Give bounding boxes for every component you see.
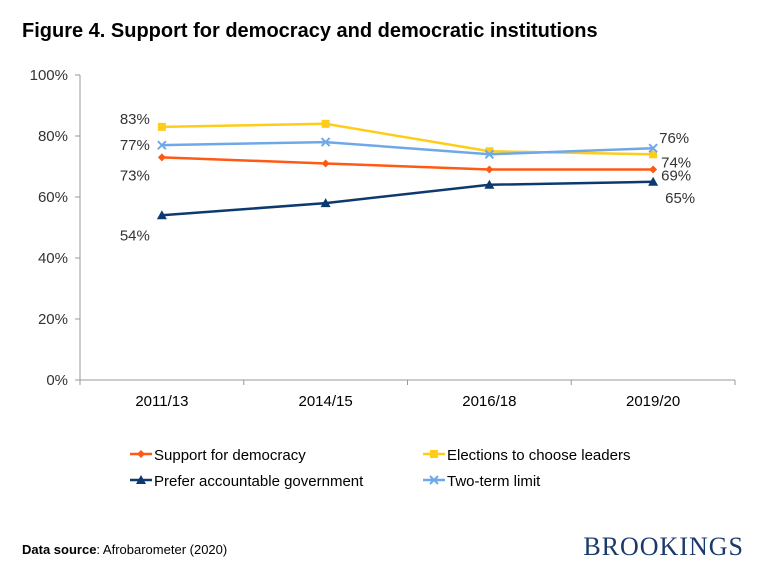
y-tick-label: 60% bbox=[38, 189, 68, 206]
legend-label: Prefer accountable government bbox=[154, 473, 364, 490]
legend-marker bbox=[136, 475, 146, 484]
x-tick-label: 2011/13 bbox=[135, 393, 188, 410]
data-label: 54% bbox=[120, 227, 150, 244]
data-label: 65% bbox=[665, 190, 695, 207]
legend-label: Elections to choose leaders bbox=[447, 447, 630, 464]
data-point bbox=[321, 119, 330, 128]
legend-marker bbox=[429, 475, 439, 485]
data-point bbox=[649, 150, 658, 159]
data-point bbox=[649, 165, 658, 174]
data-label: 74% bbox=[661, 154, 691, 171]
data-point bbox=[484, 179, 495, 189]
data-point bbox=[485, 165, 494, 174]
y-tick-label: 20% bbox=[38, 311, 68, 328]
data-point bbox=[484, 149, 495, 160]
data-label: 73% bbox=[120, 167, 150, 184]
data-point bbox=[156, 210, 167, 220]
legend-marker bbox=[430, 450, 438, 458]
source-text: : Afrobarometer (2020) bbox=[96, 542, 228, 557]
data-source: Data source: Afrobarometer (2020) bbox=[22, 542, 227, 557]
series-line bbox=[161, 180, 654, 217]
data-point bbox=[320, 198, 331, 208]
data-point bbox=[157, 122, 166, 131]
chart-title: Figure 4. Support for democracy and demo… bbox=[22, 20, 598, 42]
data-label: 77% bbox=[120, 137, 150, 154]
source-label: Data source bbox=[22, 542, 97, 557]
legend-label: Support for democracy bbox=[154, 447, 306, 464]
y-tick-label: 100% bbox=[30, 67, 68, 84]
y-tick-label: 40% bbox=[38, 250, 68, 267]
data-label: 76% bbox=[659, 130, 689, 147]
data-label: 83% bbox=[120, 111, 150, 128]
data-point bbox=[648, 143, 658, 153]
legend-label: Two-term limit bbox=[447, 473, 541, 490]
x-tick-label: 2014/15 bbox=[299, 393, 353, 410]
y-tick-label: 80% bbox=[38, 128, 68, 145]
series-line bbox=[161, 140, 654, 156]
data-label: 69% bbox=[661, 168, 691, 185]
series-line bbox=[161, 122, 654, 156]
x-tick-label: 2016/18 bbox=[462, 393, 516, 410]
legend-marker bbox=[137, 450, 145, 458]
y-tick-label: 0% bbox=[46, 372, 68, 389]
data-point bbox=[648, 176, 659, 186]
x-tick-label: 2019/20 bbox=[626, 393, 680, 410]
brookings-logo: BROOKINGS bbox=[583, 532, 744, 561]
data-point bbox=[485, 147, 494, 156]
data-point bbox=[321, 159, 330, 168]
series-line bbox=[161, 156, 654, 171]
data-point bbox=[320, 137, 331, 147]
data-point bbox=[157, 153, 166, 162]
data-point bbox=[157, 140, 167, 150]
